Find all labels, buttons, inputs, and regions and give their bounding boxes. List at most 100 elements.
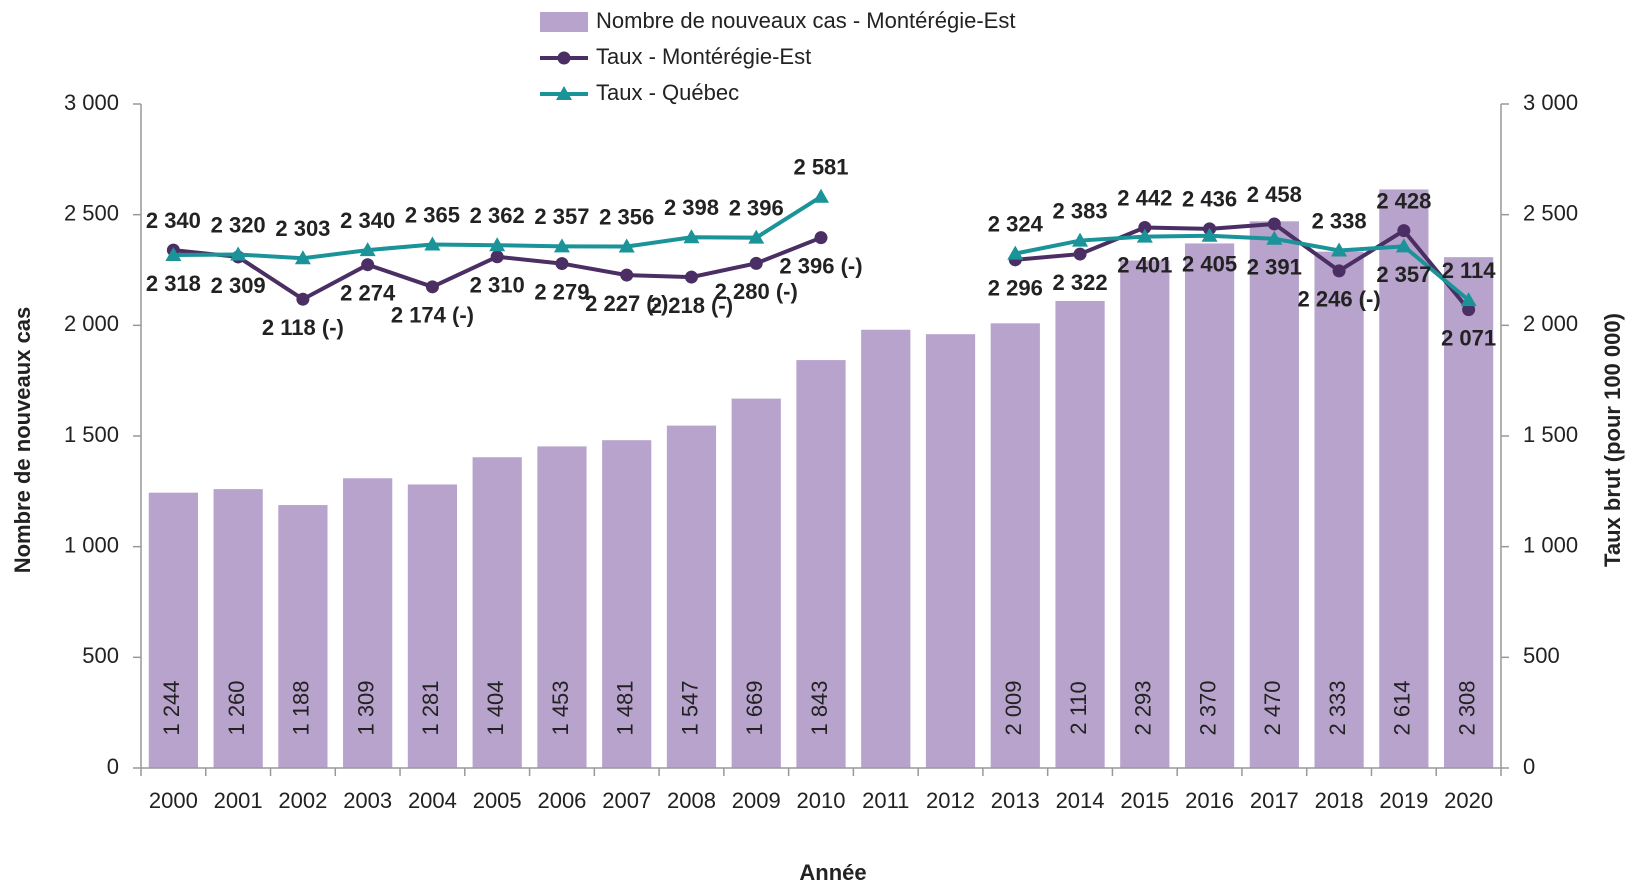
bar	[1314, 251, 1364, 768]
y2-tick-label: 0	[1523, 754, 1535, 779]
legend-marker	[556, 86, 572, 100]
line-value-label: 2 405	[1182, 252, 1237, 277]
x-tick-label: 2013	[991, 788, 1040, 813]
bar	[278, 505, 328, 768]
line-marker	[1332, 264, 1346, 278]
line-value-label: 2 362	[470, 203, 525, 228]
bar-value-label: 1 547	[677, 680, 702, 735]
x-tick-label: 2014	[1056, 788, 1105, 813]
y2-tick-label: 2 500	[1523, 200, 1578, 225]
x-tick-label: 2004	[408, 788, 457, 813]
bar-value-label: 2 333	[1325, 680, 1350, 735]
bar	[1055, 300, 1105, 768]
line-marker	[296, 292, 310, 306]
line-value-label: 2 296	[988, 276, 1043, 301]
legend-label: Taux - Montérégie-Est	[596, 44, 811, 69]
line-marker	[813, 188, 829, 203]
bar-value-label: 1 281	[418, 680, 443, 735]
line-value-label: 2 118 (-)	[262, 315, 344, 340]
x-tick-label: 2011	[862, 788, 909, 813]
bar-value-label: 2 110	[1066, 681, 1091, 734]
line-value-label: 2 322	[1053, 270, 1108, 295]
x-tick-label: 2012	[926, 788, 975, 813]
legend-label: Taux - Québec	[596, 80, 739, 105]
bar	[148, 492, 198, 768]
bar-value-label: 1 309	[353, 680, 378, 735]
bar	[1184, 243, 1235, 768]
line-value-label: 2 398	[664, 195, 719, 220]
x-tick-label: 2003	[343, 788, 392, 813]
line-marker	[553, 238, 570, 253]
bar-value-label: 2 293	[1131, 680, 1156, 735]
bar	[407, 484, 458, 768]
line-marker	[1462, 303, 1476, 317]
line-value-label: 2 396	[729, 195, 784, 220]
line-value-label: 2 309	[211, 273, 266, 298]
line-marker	[618, 238, 635, 253]
line-marker	[683, 229, 700, 244]
line-value-label: 2 280 (-)	[715, 279, 798, 304]
y2-tick-label: 500	[1523, 643, 1560, 668]
line-marker	[359, 242, 376, 257]
x-tick-label: 2005	[473, 788, 522, 813]
line-marker	[1073, 247, 1087, 261]
line-value-label: 2 356	[599, 204, 654, 229]
bar-value-label: 2 009	[1001, 680, 1026, 735]
line-value-label: 2 279	[534, 279, 589, 304]
bar	[1444, 257, 1494, 768]
line-marker	[490, 250, 504, 264]
bar-value-label: 1 244	[159, 680, 184, 735]
x-tick-label: 2009	[732, 788, 781, 813]
x-tick-label: 2018	[1315, 788, 1364, 813]
line-value-label: 2 320	[211, 212, 266, 237]
line-marker	[230, 246, 247, 261]
y-tick-label: 3 000	[64, 90, 119, 115]
bar	[731, 398, 781, 768]
y-axis-title: Nombre de nouveaux cas	[10, 307, 35, 574]
line-value-label: 2 174 (-)	[391, 303, 474, 328]
line-marker	[684, 270, 698, 284]
x-tick-label: 2006	[537, 788, 586, 813]
line-value-label: 2 383	[1053, 198, 1108, 223]
bar	[472, 457, 522, 768]
line-marker	[1267, 217, 1281, 231]
line-value-label: 2 340	[340, 208, 395, 233]
legend-label: Nombre de nouveaux cas - Montérégie-Est	[596, 8, 1015, 33]
line-value-label: 2 340	[146, 208, 201, 233]
line-value-label: 2 396 (-)	[779, 253, 862, 278]
bar-value-label: 2 308	[1454, 680, 1479, 735]
line-marker	[165, 246, 182, 261]
line-marker	[489, 237, 506, 252]
bar	[213, 489, 263, 768]
line-marker	[1201, 227, 1218, 242]
line-value-label: 2 303	[275, 216, 330, 241]
y-tick-label: 0	[107, 754, 119, 779]
line-value-label: 2 310	[470, 273, 525, 298]
line-value-label: 2 324	[988, 211, 1044, 236]
y-tick-label: 2 500	[64, 200, 119, 225]
x-tick-label: 2020	[1444, 788, 1493, 813]
line-value-label: 2 436	[1182, 187, 1237, 212]
line-value-label: 2 318	[146, 271, 201, 296]
line-value-label: 2 357	[1376, 262, 1431, 287]
line-value-label: 2 357	[534, 204, 589, 229]
y-tick-label: 500	[82, 643, 119, 668]
x-tick-label: 2002	[278, 788, 327, 813]
bar	[925, 334, 976, 768]
line-value-label: 2 227 (-)	[585, 291, 668, 316]
line-value-label: 2 458	[1247, 182, 1302, 207]
x-tick-label: 2000	[149, 788, 198, 813]
x-tick-label: 2017	[1250, 788, 1299, 813]
line-value-label: 2 365	[405, 202, 460, 227]
legend-swatch	[540, 12, 588, 32]
line-marker	[361, 258, 375, 272]
line-marker	[1397, 224, 1411, 238]
bar	[796, 360, 846, 768]
line-marker	[1136, 228, 1153, 243]
bar-value-label: 1 260	[224, 680, 249, 735]
line-marker	[294, 250, 311, 265]
bar-value-label: 2 614	[1390, 680, 1415, 735]
line-marker	[1072, 232, 1089, 247]
y2-tick-label: 3 000	[1523, 90, 1578, 115]
y-tick-label: 1 000	[64, 532, 119, 557]
